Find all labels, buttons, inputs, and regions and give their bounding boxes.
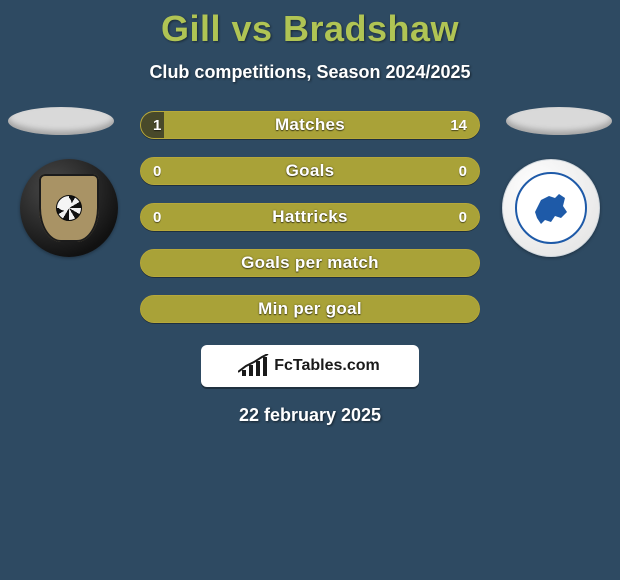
player-silhouette-left [8, 107, 114, 135]
brand-badge: FcTables.com [201, 345, 419, 387]
roundel-icon [515, 172, 587, 244]
club-crest-right [502, 159, 600, 257]
stat-label: Matches [141, 112, 479, 138]
stat-label: Goals [141, 158, 479, 184]
player-silhouette-right [506, 107, 612, 135]
stat-bar-min_per_goal: Min per goal [140, 295, 480, 323]
snapshot-date: 22 february 2025 [0, 405, 620, 426]
stat-bar-goals: 00Goals [140, 157, 480, 185]
page-title: Gill vs Bradshaw [0, 0, 620, 50]
stat-bar-hattricks: 00Hattricks [140, 203, 480, 231]
content-area: 114Matches 00Goals 00Hattricks Goals per ma… [0, 111, 620, 426]
stat-label: Hattricks [141, 204, 479, 230]
stat-bar-goals_per_match: Goals per match [140, 249, 480, 277]
club-crest-left [20, 159, 118, 257]
stat-label: Goals per match [141, 250, 479, 276]
subtitle: Club competitions, Season 2024/2025 [0, 62, 620, 83]
brand-text: FcTables.com [274, 357, 380, 375]
shield-icon [39, 174, 99, 242]
lion-icon [531, 188, 571, 228]
stat-bars: 114Matches 00Goals 00Hattricks Goals per ma… [140, 111, 480, 323]
stat-bar-matches: 114Matches [140, 111, 480, 139]
ball-icon [56, 195, 82, 221]
chart-icon [240, 356, 268, 376]
comparison-card: Gill vs Bradshaw Club competitions, Seas… [0, 0, 620, 580]
stat-label: Min per goal [141, 296, 479, 322]
